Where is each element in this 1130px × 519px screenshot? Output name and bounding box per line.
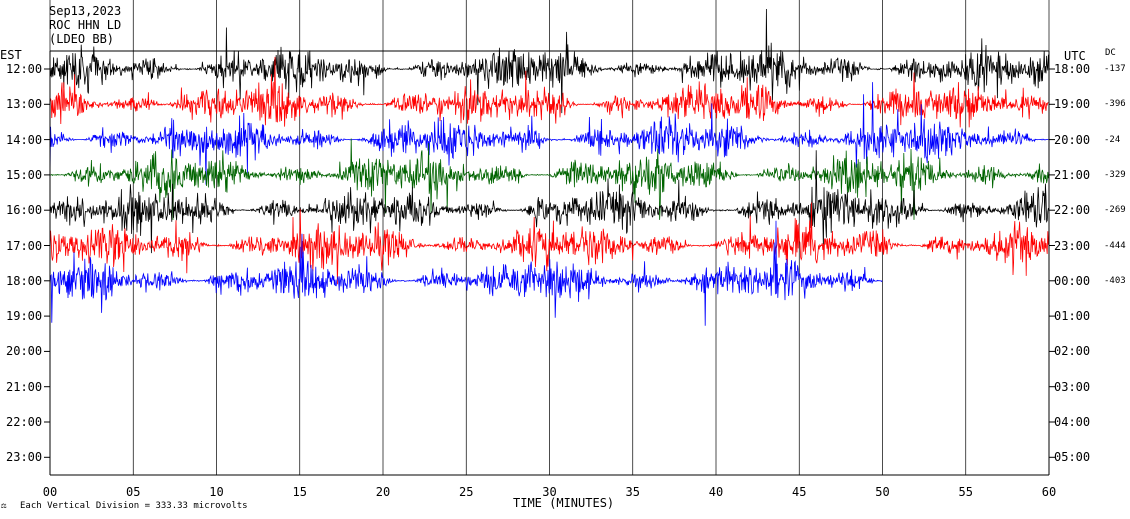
- dc-offset-label: -444: [1104, 240, 1126, 251]
- est-row-label: 15:00: [6, 167, 43, 182]
- x-tick-label: 50: [875, 485, 889, 499]
- plot-frame: 00 05 10 15 20 25 30 35 40 45 50 55 60: [43, 50, 1056, 499]
- est-row-label: 14:00: [6, 132, 43, 147]
- network-note: (LDEO BB): [49, 32, 115, 46]
- recording-date: Sep13,2023: [49, 4, 122, 18]
- est-row-label: 22:00: [6, 415, 43, 429]
- utc-row-label: 23:00: [1054, 238, 1091, 253]
- x-tick-label: 20: [376, 485, 390, 499]
- dc-offset-label: -329: [1104, 169, 1126, 180]
- utc-row-label: 04:00: [1054, 415, 1091, 429]
- utc-row-label: 05:00: [1054, 450, 1091, 465]
- dc-offset-label: -137: [1104, 64, 1126, 74]
- x-tick-label: 10: [209, 485, 223, 499]
- est-row-label: 18:00: [6, 273, 43, 288]
- trace-row-3: [49, 138, 1049, 220]
- x-tick-label: 05: [126, 485, 140, 499]
- utc-row-label: 03:00: [1054, 379, 1091, 394]
- trace-row-5: [49, 202, 1049, 285]
- x-tick-label: 35: [626, 485, 640, 499]
- est-row-label: 13:00: [6, 97, 43, 112]
- utc-row-label: 19:00: [1054, 97, 1091, 112]
- x-tick-label: 40: [709, 485, 723, 499]
- x-tick-label: 00: [43, 485, 57, 499]
- est-row-label: 17:00: [6, 238, 43, 253]
- utc-row-label: 22:00: [1054, 203, 1091, 218]
- est-row-label: 20:00: [6, 344, 43, 359]
- dc-offset-label: -396: [1104, 99, 1126, 110]
- x-tick-label: 60: [1042, 485, 1056, 499]
- est-row-label: 16:00: [6, 203, 43, 218]
- trace-row-0: [49, 8, 1049, 114]
- station-channel: ROC HHN LD: [49, 18, 122, 32]
- x-axis-label: TIME (MINUTES): [513, 496, 615, 510]
- trace-row-2: [49, 82, 1049, 185]
- utc-row-label: 21:00: [1054, 167, 1091, 182]
- utc-row-label: 02:00: [1054, 344, 1091, 359]
- utc-row-label: 01:00: [1054, 309, 1091, 324]
- x-tick-label: 45: [792, 485, 806, 499]
- trace-row-4: [49, 150, 1049, 254]
- dc-offset-label: -269: [1104, 205, 1126, 216]
- est-row-label: 19:00: [6, 309, 43, 324]
- est-row-label: 12:00: [6, 62, 43, 76]
- x-tick-label: 15: [293, 485, 307, 499]
- x-tick-label: 25: [459, 485, 473, 499]
- est-axis-title: EST: [0, 48, 22, 62]
- x-tick-label: 55: [959, 485, 973, 499]
- trace-row-6: [49, 220, 883, 326]
- trace-row-1: [49, 56, 1049, 128]
- utc-row-label: 00:00: [1054, 273, 1091, 288]
- utc-row-label: 20:00: [1054, 132, 1091, 147]
- dc-column-title: DC: [1105, 48, 1116, 58]
- utc-row-label: 18:00: [1054, 62, 1091, 76]
- est-row-label: 23:00: [6, 450, 43, 465]
- scale-note: Each Vertical Division = 333.33 microvol…: [20, 501, 248, 511]
- utc-axis-title: UTC: [1064, 49, 1086, 63]
- est-row-label: 21:00: [6, 379, 43, 394]
- x-tick-label: 30: [542, 485, 556, 499]
- dc-offset-label: -403: [1104, 275, 1126, 286]
- seismic-traces: [49, 8, 1049, 326]
- dc-offset-label: -24: [1104, 134, 1121, 145]
- scale-icon: ⚖: [1, 501, 7, 511]
